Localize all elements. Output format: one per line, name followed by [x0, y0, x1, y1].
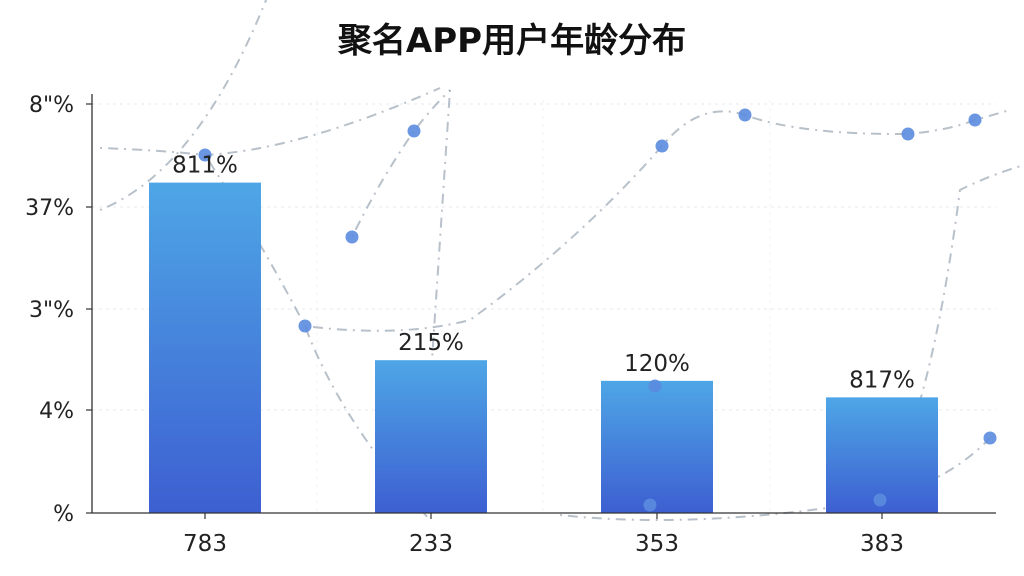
axes: [86, 94, 996, 519]
decorative-dot: [983, 431, 997, 445]
decorative-line: [99, 87, 441, 157]
grid: [92, 100, 996, 513]
y-tick-label: 4%: [39, 399, 74, 424]
decorative-dot: [198, 148, 212, 162]
x-tick-label: 353: [635, 531, 679, 557]
data-label: 817%: [849, 367, 915, 393]
y-tick-label: 37%: [25, 196, 74, 221]
decorative-dot: [648, 379, 662, 393]
data-label: 811%: [172, 153, 238, 179]
y-tick-label: 8"%: [29, 93, 74, 118]
chart-title: 聚名APP用户年龄分布: [337, 21, 686, 61]
labels: % 4% 3"% 37% 8"% 811% 783 215% 233 120% 353 817% 383: [25, 93, 915, 557]
x-tick-label: 233: [409, 531, 453, 557]
bar-233: [375, 360, 487, 513]
decorative-line: [351, 89, 451, 238]
decorative-line: [99, 0, 268, 211]
decorative-dot: [873, 493, 887, 507]
x-tick-label: 383: [860, 531, 904, 557]
y-tick-label: 3"%: [29, 298, 74, 323]
data-label: 215%: [398, 330, 464, 356]
bar-783: [149, 182, 261, 513]
decorative-dots: [198, 108, 997, 512]
decorative-dot: [738, 108, 752, 122]
decorative-dot: [901, 127, 915, 141]
decorative-dot: [345, 230, 359, 244]
decorative-line: [431, 89, 451, 361]
decorative-line: [304, 110, 746, 332]
data-label: 120%: [624, 351, 690, 377]
decorative-dot: [643, 498, 657, 512]
bars: [149, 182, 938, 513]
decorative-line: [744, 109, 1011, 136]
y-tick-label: %: [53, 502, 74, 527]
decorative-dot: [655, 139, 669, 153]
bar-353: [601, 380, 713, 513]
decorative-dot: [968, 113, 982, 127]
x-tick-label: 783: [183, 531, 227, 557]
decorative-dot: [298, 319, 312, 333]
bar-383: [826, 397, 938, 513]
decorative-dot: [407, 124, 421, 138]
